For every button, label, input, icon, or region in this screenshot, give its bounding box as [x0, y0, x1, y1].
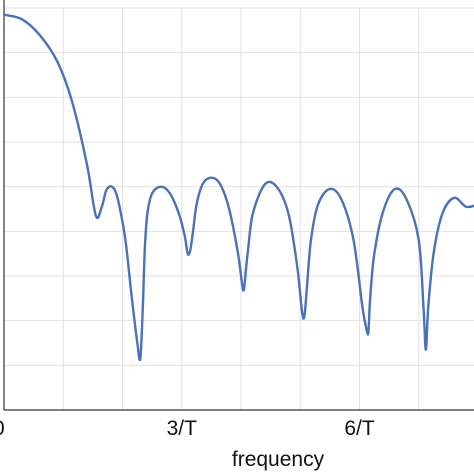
x-tick-labels: 0 3/T 6/T [0, 417, 375, 440]
series-line [2, 13, 474, 362]
x-tick-label: 6/T [344, 417, 375, 440]
axes [3, 0, 474, 411]
grid-lines [4, 7, 474, 410]
x-tick-label: 0 [0, 417, 5, 440]
x-axis-label: frequency [232, 448, 325, 471]
series-layer [2, 13, 474, 362]
x-tick-label: 3/T [167, 417, 198, 440]
